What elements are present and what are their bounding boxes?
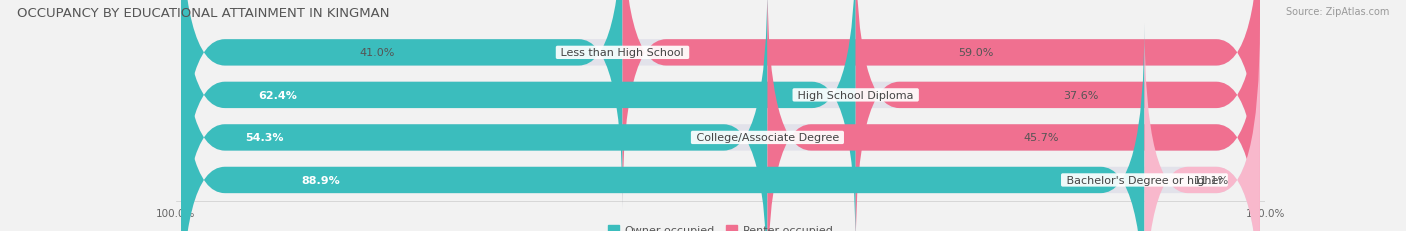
Text: Less than High School: Less than High School — [557, 48, 688, 58]
Text: 62.4%: 62.4% — [259, 91, 297, 100]
FancyBboxPatch shape — [1144, 24, 1260, 231]
FancyBboxPatch shape — [856, 0, 1260, 231]
Text: 54.3%: 54.3% — [245, 133, 284, 143]
Text: 88.9%: 88.9% — [302, 175, 340, 185]
Text: 37.6%: 37.6% — [1063, 91, 1098, 100]
FancyBboxPatch shape — [181, 0, 1260, 209]
Text: College/Associate Degree: College/Associate Degree — [693, 133, 842, 143]
Text: 45.7%: 45.7% — [1024, 133, 1059, 143]
Text: OCCUPANCY BY EDUCATIONAL ATTAINMENT IN KINGMAN: OCCUPANCY BY EDUCATIONAL ATTAINMENT IN K… — [17, 7, 389, 20]
FancyBboxPatch shape — [181, 24, 1260, 231]
FancyBboxPatch shape — [181, 24, 1144, 231]
Text: 41.0%: 41.0% — [359, 48, 395, 58]
Text: 59.0%: 59.0% — [959, 48, 994, 58]
FancyBboxPatch shape — [768, 0, 1260, 231]
Text: Source: ZipAtlas.com: Source: ZipAtlas.com — [1285, 7, 1389, 17]
FancyBboxPatch shape — [181, 0, 623, 209]
FancyBboxPatch shape — [181, 0, 1260, 231]
Text: 11.1%: 11.1% — [1194, 175, 1229, 185]
Text: Bachelor's Degree or higher: Bachelor's Degree or higher — [1063, 175, 1226, 185]
Legend: Owner-occupied, Renter-occupied: Owner-occupied, Renter-occupied — [603, 220, 838, 231]
FancyBboxPatch shape — [181, 0, 1260, 231]
FancyBboxPatch shape — [623, 0, 1260, 209]
FancyBboxPatch shape — [181, 0, 768, 231]
Text: High School Diploma: High School Diploma — [794, 91, 917, 100]
FancyBboxPatch shape — [181, 0, 856, 231]
